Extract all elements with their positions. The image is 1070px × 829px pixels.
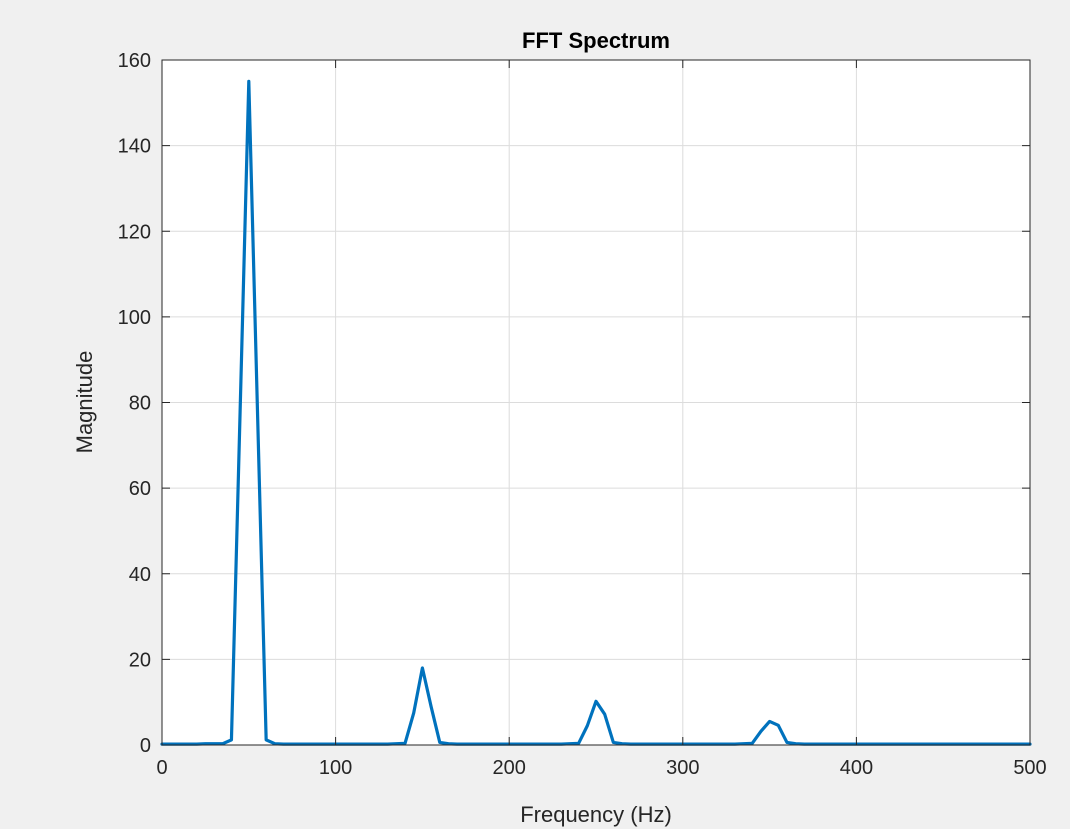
y-tick-label: 160 [118, 50, 151, 72]
y-tick-label: 20 [129, 649, 151, 671]
x-tick-label: 0 [156, 757, 167, 779]
y-tick-label: 60 [129, 478, 151, 500]
x-tick-label: 300 [666, 757, 699, 779]
chart-title: FFT Spectrum [522, 28, 670, 53]
x-tick-label: 200 [493, 757, 526, 779]
y-tick-label: 40 [129, 564, 151, 586]
axes-frame [161, 59, 1031, 746]
x-tick-label: 100 [319, 757, 352, 779]
y-axis-label: Magnitude [72, 351, 97, 454]
tick-labels: 0 100 200 300 400 500 0 20 40 60 80 100 120 140 160 [118, 50, 1047, 779]
series-layer [160, 79, 1032, 746]
y-tick-label: 140 [118, 136, 151, 158]
series-line [160, 79, 1032, 746]
x-tick-label: 400 [840, 757, 873, 779]
y-tick-label: 80 [129, 393, 151, 415]
x-axis-label: Frequency (Hz) [520, 802, 672, 827]
x-tick-label: 500 [1013, 757, 1046, 779]
y-tick-label: 0 [140, 735, 151, 757]
y-tick-label: 100 [118, 307, 151, 329]
y-tick-label: 120 [118, 221, 151, 243]
